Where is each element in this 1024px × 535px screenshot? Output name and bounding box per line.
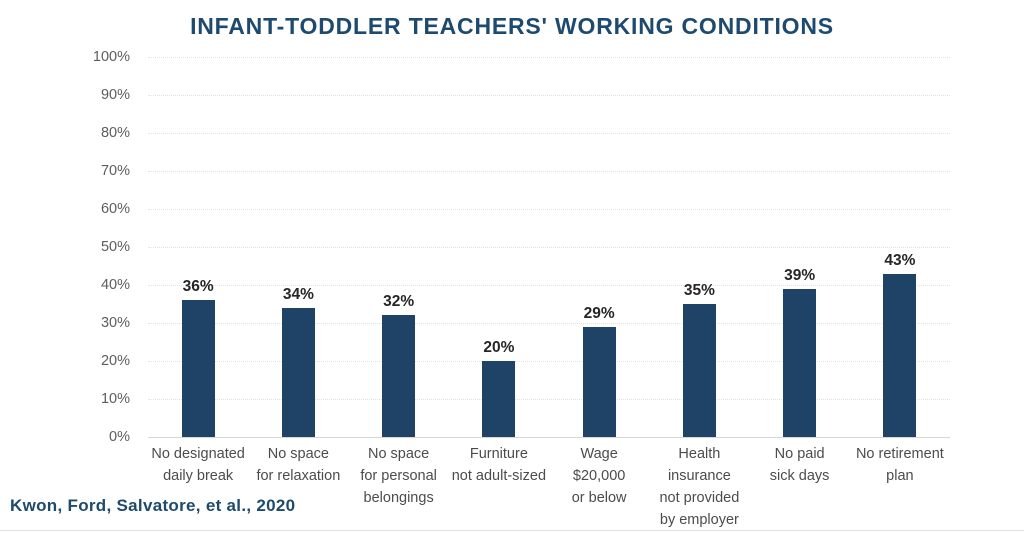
y-tick-label: 70% [100,163,130,179]
bar-slot: 43% [850,57,950,437]
bar [682,304,716,437]
x-category-label: No space for personal belongings [360,446,437,506]
x-category-label: Health insurance not provided by employe… [659,446,740,528]
x-axis: No designated daily break No space for re… [148,443,950,531]
bar-slot: 20% [449,57,549,437]
gridline [148,171,950,172]
x-category-label: No designated daily break [151,446,245,484]
y-tick-label: 60% [100,201,130,217]
x-category-label: No paid sick days [769,446,830,484]
gridline [148,437,950,438]
bar [181,300,215,437]
bar-slot: 32% [349,57,449,437]
gridline [148,57,950,58]
gridline [148,209,950,210]
bar-slot: 34% [248,57,348,437]
bar [582,326,616,437]
bar-slot: 39% [750,57,850,437]
gridline [148,95,950,96]
bar-value-label: 36% [182,278,214,296]
y-tick-label: 80% [100,125,130,141]
chart-title: INFANT-TODDLER TEACHERS' WORKING CONDITI… [190,13,834,39]
bar-value-label: 32% [383,293,415,311]
citation: Kwon, Ford, Salvatore, et al., 2020 [10,496,296,515]
y-tick-label: 40% [100,277,130,293]
bar [783,288,817,437]
y-axis: 0% 10% 20% 30% 40% 50% 60% 70% 80% 90% 100% [55,49,130,445]
bar-slot: 29% [549,57,649,437]
y-tick-label: 10% [100,391,130,407]
bar [281,307,315,437]
y-tick-label: 100% [92,49,130,65]
bar [883,273,917,437]
x-category-label: Furniture not adult-sized [451,446,547,484]
bottom-divider [0,530,1024,531]
y-tick-label: 20% [100,353,130,369]
plot-area: 36% 34% 32% 20% 29% 35% 39% 43% [148,57,950,438]
y-tick-label: 30% [100,315,130,331]
bar-value-label: 39% [784,266,816,284]
bar-slot: 36% [148,57,248,437]
x-category-label: No space for relaxation [256,446,341,484]
bar-slot: 35% [649,57,749,437]
bar-value-label: 35% [683,282,715,299]
gridline [148,399,950,400]
x-category-label: Wage $20,000 or below [571,446,627,506]
gridline [148,323,950,324]
y-tick-label: 90% [100,87,130,103]
bars-row: 36% 34% 32% 20% 29% 35% 39% 43% [148,57,950,437]
bar-value-label: 20% [483,339,515,356]
gridline [148,361,950,362]
bar [482,361,516,437]
bar-value-label: 29% [583,304,615,322]
x-category-label: No retirement plan [855,446,944,484]
bar-value-label: 43% [884,251,916,269]
y-tick-label: 50% [100,239,130,255]
y-tick-label: 0% [109,429,130,445]
bar [382,315,416,437]
gridline [148,285,950,286]
gridline [148,247,950,248]
gridline [148,133,950,134]
bar-value-label: 34% [282,285,314,303]
